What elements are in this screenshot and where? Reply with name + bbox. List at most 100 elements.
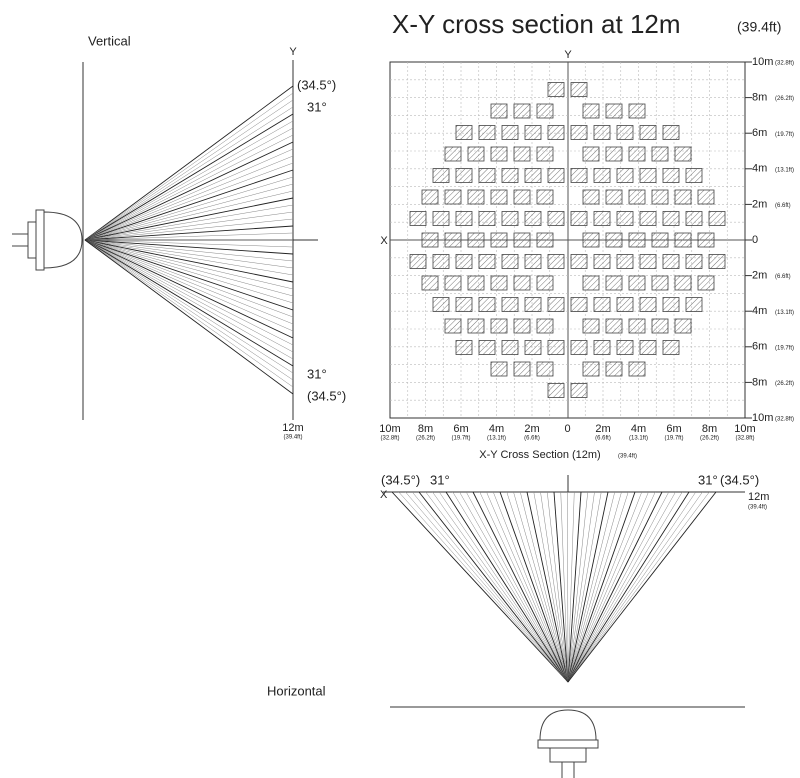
zone xyxy=(490,232,508,248)
vertical-label: Vertical xyxy=(88,33,131,48)
zone xyxy=(582,189,600,205)
ray xyxy=(567,491,710,683)
right-label: 10m xyxy=(752,412,773,424)
zone xyxy=(536,232,554,248)
zone xyxy=(536,318,554,334)
zone xyxy=(409,254,427,269)
zone xyxy=(455,125,473,140)
zone xyxy=(501,168,519,183)
zone xyxy=(513,361,531,377)
ray xyxy=(84,239,294,255)
ray xyxy=(567,491,615,683)
zone xyxy=(628,275,646,291)
zone xyxy=(570,211,588,226)
zone xyxy=(490,361,508,377)
zone xyxy=(651,232,669,248)
zone xyxy=(547,340,565,355)
zone xyxy=(662,254,680,269)
zone xyxy=(490,318,508,334)
zone xyxy=(616,168,634,183)
zone xyxy=(501,211,519,226)
bottom-label: 8m xyxy=(702,423,717,435)
ray xyxy=(84,148,294,241)
zone xyxy=(524,340,542,355)
right-label-ft: (32.8ft) xyxy=(775,61,794,67)
zone xyxy=(628,146,646,162)
right-label: 6m xyxy=(752,127,767,139)
ray xyxy=(84,106,294,241)
ray xyxy=(84,99,294,241)
zone xyxy=(593,125,611,140)
title: X-Y cross section at 12m xyxy=(392,9,681,39)
zone xyxy=(685,297,703,312)
zone xyxy=(662,211,680,226)
zone xyxy=(432,297,450,312)
bottom-label: 2m xyxy=(524,423,539,435)
ray xyxy=(84,239,294,353)
ray xyxy=(466,491,569,683)
zone xyxy=(605,361,623,377)
zone xyxy=(455,340,473,355)
zone xyxy=(524,168,542,183)
zone xyxy=(616,125,634,140)
zone xyxy=(536,361,554,377)
vertical-axis: Y xyxy=(289,46,297,58)
ray xyxy=(84,197,294,241)
zone xyxy=(478,254,496,269)
zone xyxy=(524,125,542,140)
ray xyxy=(84,162,294,241)
ray xyxy=(84,239,294,339)
zone xyxy=(547,211,565,226)
angle-label: (34.5°) xyxy=(307,388,346,403)
right-label: 2m xyxy=(752,198,767,210)
horizontal-label: Horizontal xyxy=(267,683,326,698)
zone xyxy=(444,146,462,162)
y-axis-label: Y xyxy=(564,49,572,61)
zone xyxy=(478,168,496,183)
ray xyxy=(445,491,569,683)
zone xyxy=(697,232,715,248)
zone xyxy=(570,125,588,140)
zone xyxy=(421,189,439,205)
zone xyxy=(593,297,611,312)
zone xyxy=(467,146,485,162)
zone xyxy=(628,361,646,377)
right-label-ft: (19.7ft) xyxy=(775,132,794,138)
zone xyxy=(409,211,427,226)
zone xyxy=(524,211,542,226)
bottom-label-ft: (26.2ft) xyxy=(416,436,435,442)
ray xyxy=(391,491,569,683)
ray xyxy=(84,239,294,269)
bottom-label: 10m xyxy=(734,423,755,435)
zone xyxy=(628,189,646,205)
ray xyxy=(84,239,294,318)
ray xyxy=(547,491,569,683)
zone xyxy=(616,211,634,226)
zone xyxy=(570,254,588,269)
right-label-ft: (13.1ft) xyxy=(775,310,794,316)
zone xyxy=(570,297,588,312)
zone xyxy=(467,318,485,334)
ray xyxy=(84,141,294,241)
ray xyxy=(84,239,294,325)
ray xyxy=(84,239,294,311)
ray xyxy=(567,491,569,683)
zone xyxy=(628,103,646,119)
ray xyxy=(84,239,294,381)
ray xyxy=(506,491,569,683)
bottom-label: 2m xyxy=(595,423,610,435)
sensor xyxy=(12,209,83,271)
ray xyxy=(84,169,294,241)
ray xyxy=(412,491,569,683)
ray xyxy=(84,239,294,367)
ray xyxy=(567,491,642,683)
angle-label: 31° xyxy=(698,472,718,487)
ray xyxy=(533,491,569,683)
zone xyxy=(432,168,450,183)
ray xyxy=(439,491,569,683)
bottom-label-ft: (13.1ft) xyxy=(487,436,506,442)
ray xyxy=(472,491,569,683)
zone xyxy=(674,146,692,162)
zone xyxy=(536,103,554,119)
